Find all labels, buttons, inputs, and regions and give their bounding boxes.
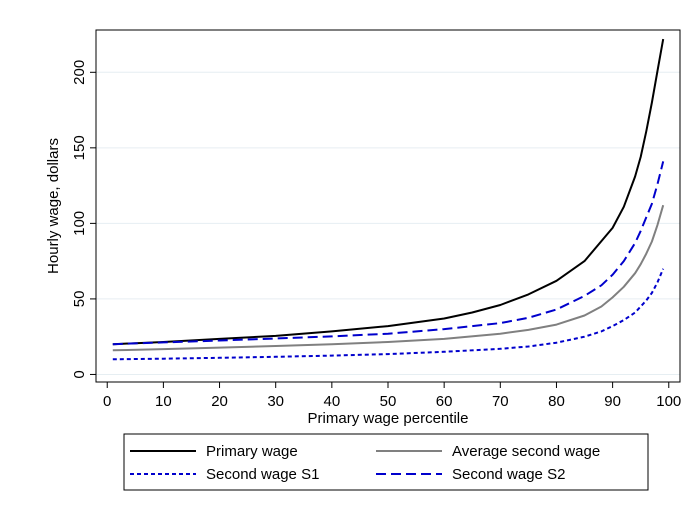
series-line-1 <box>112 38 665 346</box>
x-tick-label: 0 <box>103 393 111 410</box>
x-tick-label: 40 <box>324 393 341 410</box>
y-tick-label: 150 <box>71 135 88 160</box>
gridlines <box>96 71 680 375</box>
x-tick-label: 100 <box>656 393 681 410</box>
y-axis-ticks: 0 50 100 150 200 <box>71 60 96 379</box>
x-tick-label: 30 <box>267 393 284 410</box>
series-line-2 <box>112 204 665 352</box>
x-tick-label: 80 <box>548 393 565 410</box>
y-axis-title: Hourly wage, dollars <box>45 138 62 274</box>
x-tick-label: 60 <box>436 393 453 410</box>
y-tick-label: 100 <box>71 211 88 236</box>
series-line-3 <box>112 268 665 361</box>
x-tick-label: 10 <box>155 393 172 410</box>
y-tick-label: 0 <box>71 370 88 378</box>
series-line-4 <box>112 161 665 346</box>
legend-label: Second wage S2 <box>452 466 565 483</box>
y-tick-label: 50 <box>71 291 88 308</box>
legend-label: Average second wage <box>452 443 600 460</box>
series-lines <box>112 38 665 361</box>
y-tick-label: 200 <box>71 60 88 85</box>
x-axis-ticks: 0 10 20 30 40 50 60 70 80 90 100 <box>103 382 681 410</box>
x-tick-label: 70 <box>492 393 509 410</box>
plot-area <box>96 30 680 382</box>
legend-box <box>123 433 649 491</box>
x-tick-label: 20 <box>211 393 228 410</box>
x-tick-label: 90 <box>604 393 621 410</box>
legend-label: Second wage S1 <box>206 466 319 483</box>
legend-label: Primary wage <box>206 443 298 460</box>
legend: Primary wage Average second wage Second wa… <box>123 433 649 491</box>
x-tick-label: 50 <box>380 393 397 410</box>
x-axis-title: Primary wage percentile <box>308 410 469 427</box>
